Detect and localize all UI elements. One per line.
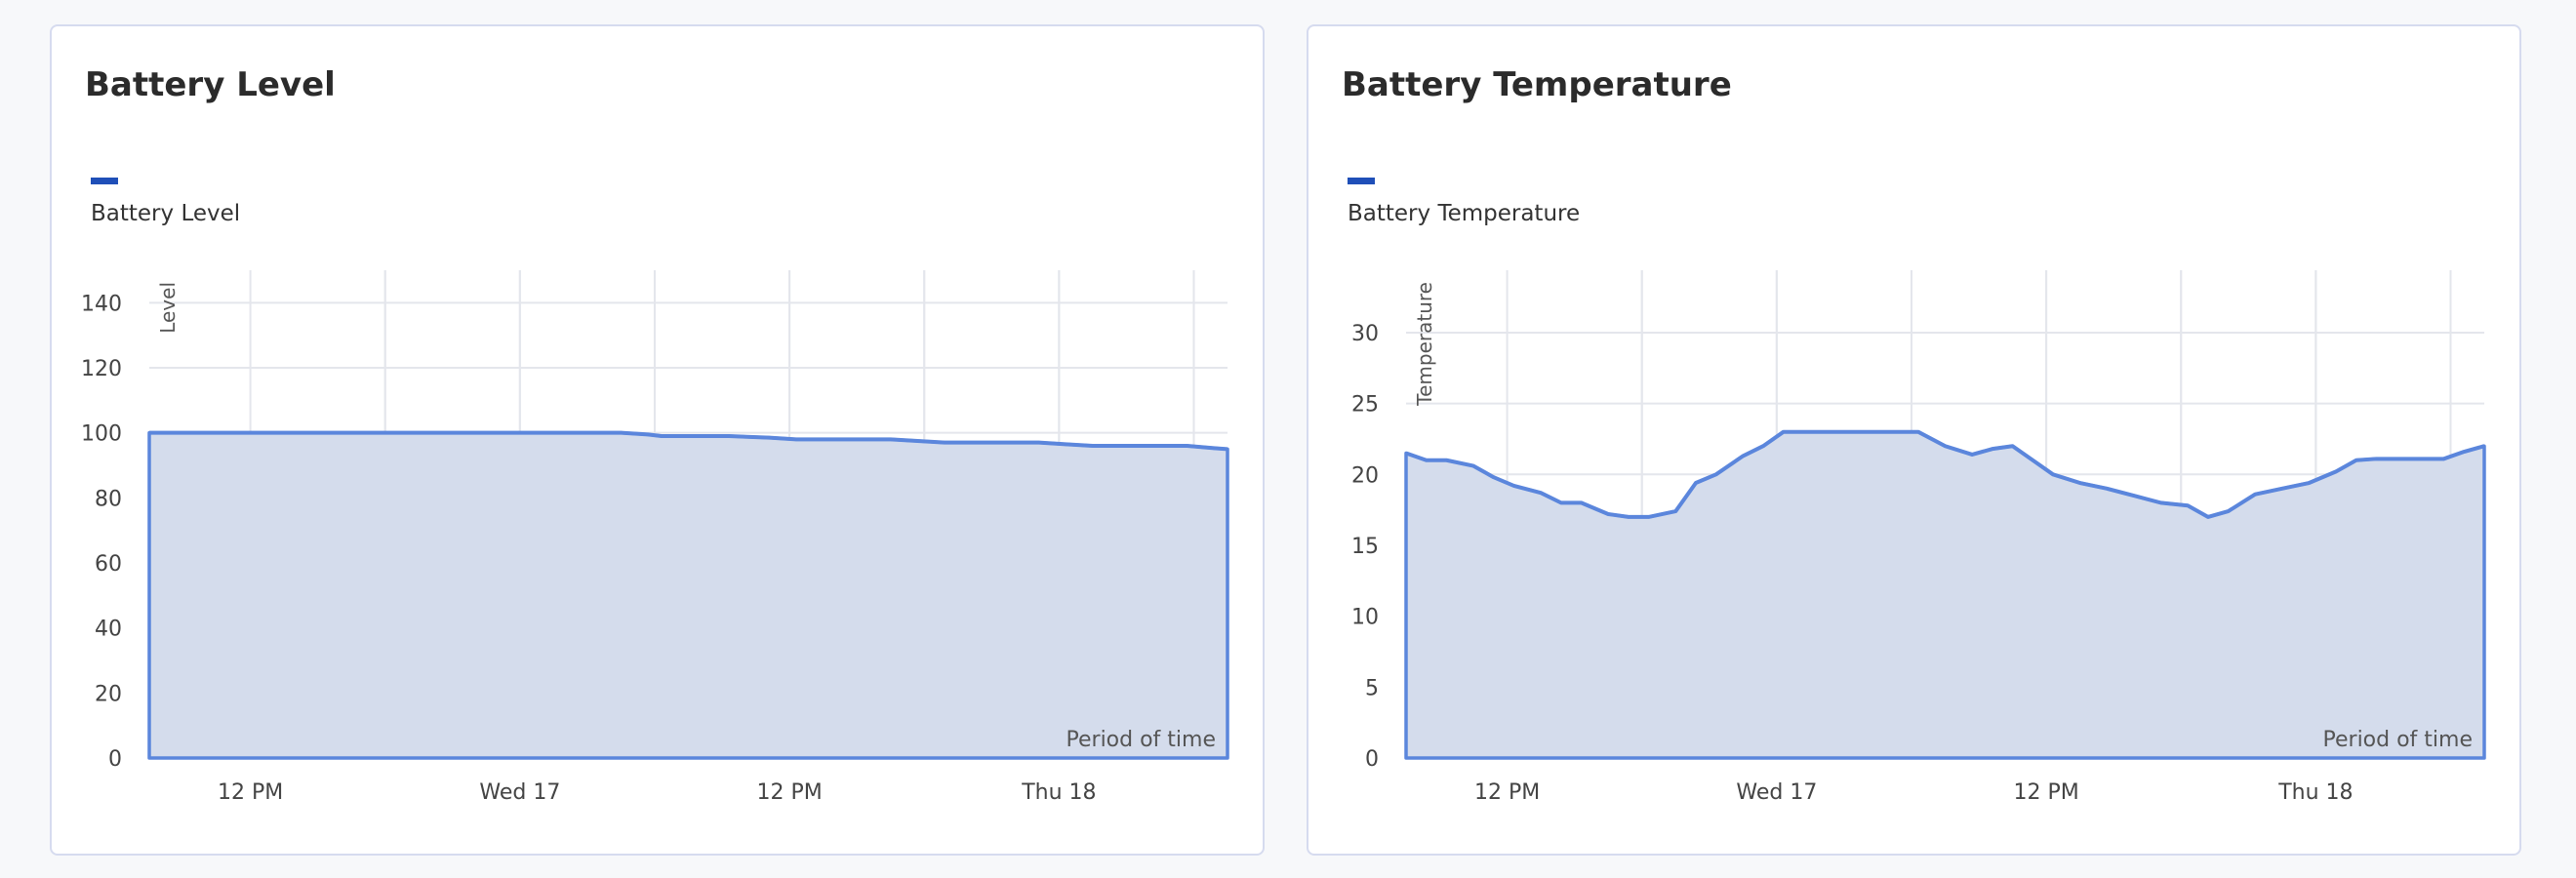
x-tick-label: Wed 17 (479, 780, 560, 805)
y-tick-label: 80 (95, 487, 122, 511)
y-tick-label: 15 (1351, 535, 1379, 559)
y-axis-title: Level (156, 282, 180, 334)
y-tick-label: 60 (95, 552, 122, 577)
x-tick-label: 12 PM (218, 780, 283, 805)
x-axis-title: Period of time (2323, 728, 2474, 752)
x-tick-label: Thu 18 (1021, 780, 1096, 805)
x-axis-title: Period of time (1067, 728, 1217, 752)
series-line (149, 430, 1228, 452)
y-tick-label: 0 (108, 747, 122, 772)
panel-title: Battery Level (85, 65, 336, 104)
y-axis-title: Temperature (1413, 282, 1436, 407)
y-tick-label: 120 (81, 357, 122, 381)
y-tick-label: 20 (95, 682, 122, 706)
panel-title: Battery Temperature (1342, 65, 1732, 104)
series-area (1404, 429, 2486, 760)
legend[interactable]: Battery Temperature (1348, 178, 1580, 226)
y-tick-label: 100 (81, 422, 122, 447)
y-tick-label: 25 (1351, 393, 1379, 418)
battery-temperature-chart: 0 5 10 15 20 25 30 12 PM Wed 17 12 PM Thu 18 Temper… (1351, 270, 2486, 805)
legend-swatch (1348, 178, 1375, 184)
battery-level-panel: Battery Level Battery Level 0 20 40 60 80 100… (50, 24, 1265, 856)
x-tick-label: Thu 18 (2277, 780, 2353, 805)
y-tick-label: 20 (1351, 463, 1379, 488)
y-tick-label: 140 (81, 292, 122, 316)
battery-temperature-panel: Battery Temperature Battery Temperature … (1307, 24, 2521, 856)
legend-swatch (91, 178, 118, 184)
battery-level-chart: 0 20 40 60 80 100 120 140 12 PM Wed 17 12 PM Thu 18… (81, 270, 1229, 805)
x-tick-label: 12 PM (756, 780, 822, 805)
x-tick-label: 12 PM (1474, 780, 1540, 805)
y-tick-label: 30 (1351, 322, 1379, 346)
series-line (1405, 429, 2485, 519)
x-tick-label: 12 PM (2013, 780, 2078, 805)
y-tick-label: 40 (95, 618, 122, 642)
legend-label: Battery Temperature (1348, 201, 1581, 226)
x-tick-label: Wed 17 (1736, 780, 1817, 805)
legend-label: Battery Level (91, 201, 241, 226)
y-tick-label: 5 (1365, 676, 1379, 700)
y-tick-label: 10 (1351, 606, 1379, 630)
y-tick-label: 0 (1365, 747, 1379, 772)
series-area (147, 430, 1229, 760)
legend[interactable]: Battery Level (91, 178, 240, 226)
